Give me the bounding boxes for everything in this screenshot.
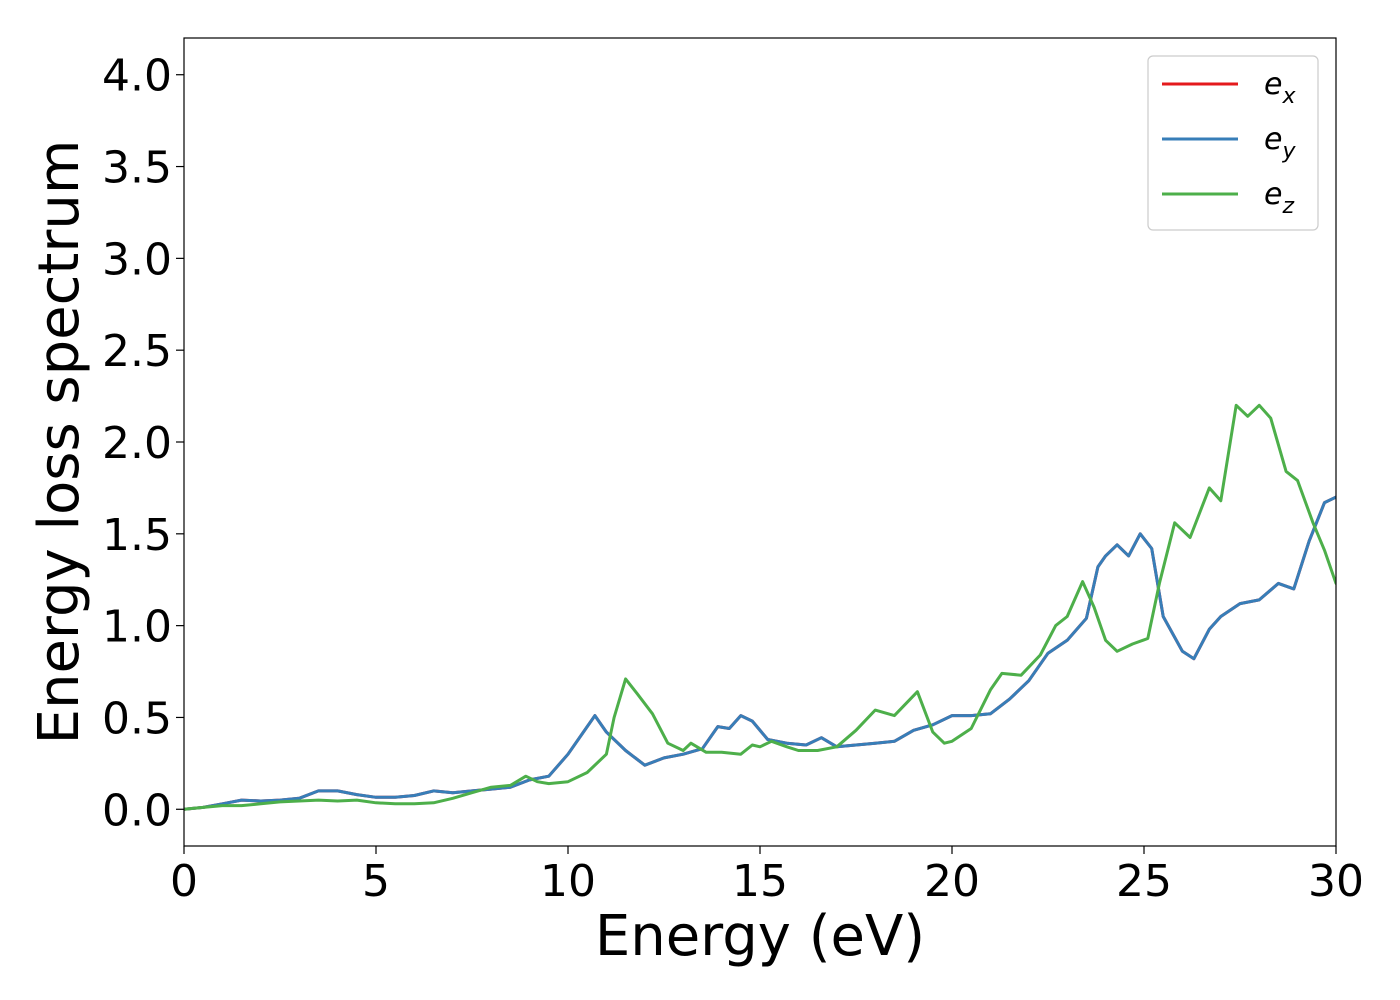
y-tick-label: 1.5 [102,510,172,561]
x-tick-label: 20 [924,856,980,907]
y-tick-label: 1.0 [102,602,172,653]
x-tick-label: 5 [362,856,390,907]
series-line-z [184,403,1336,811]
legend-box [1147,55,1319,231]
y-tick-label: 2.0 [102,418,172,469]
x-axis-ticks: 0 5 10 15 20 25 30 [170,846,1364,907]
x-tick-label: 0 [170,856,198,907]
y-tick-label: 4.0 [102,51,172,102]
y-axis-label: Energy loss spectrum [27,140,92,745]
x-tick-label: 25 [1116,856,1172,907]
y-tick-label: 3.5 [102,143,172,194]
y-tick-label: 2.5 [102,326,172,377]
series-line-x [184,495,1336,811]
y-tick-label: 0.0 [102,785,172,836]
x-tick-label: 10 [540,856,596,907]
x-tick-label: 15 [732,856,788,907]
series-line-y [184,495,1336,811]
x-axis-label: Energy (eV) [595,904,925,969]
y-tick-label: 0.5 [102,693,172,744]
x-tick-label: 30 [1308,856,1364,907]
y-tick-label: 3.0 [102,234,172,285]
y-axis-ticks: 0.0 0.5 1.0 1.5 2.0 2.5 3.0 3.5 4.0 [102,51,184,836]
series-layer [184,403,1336,811]
